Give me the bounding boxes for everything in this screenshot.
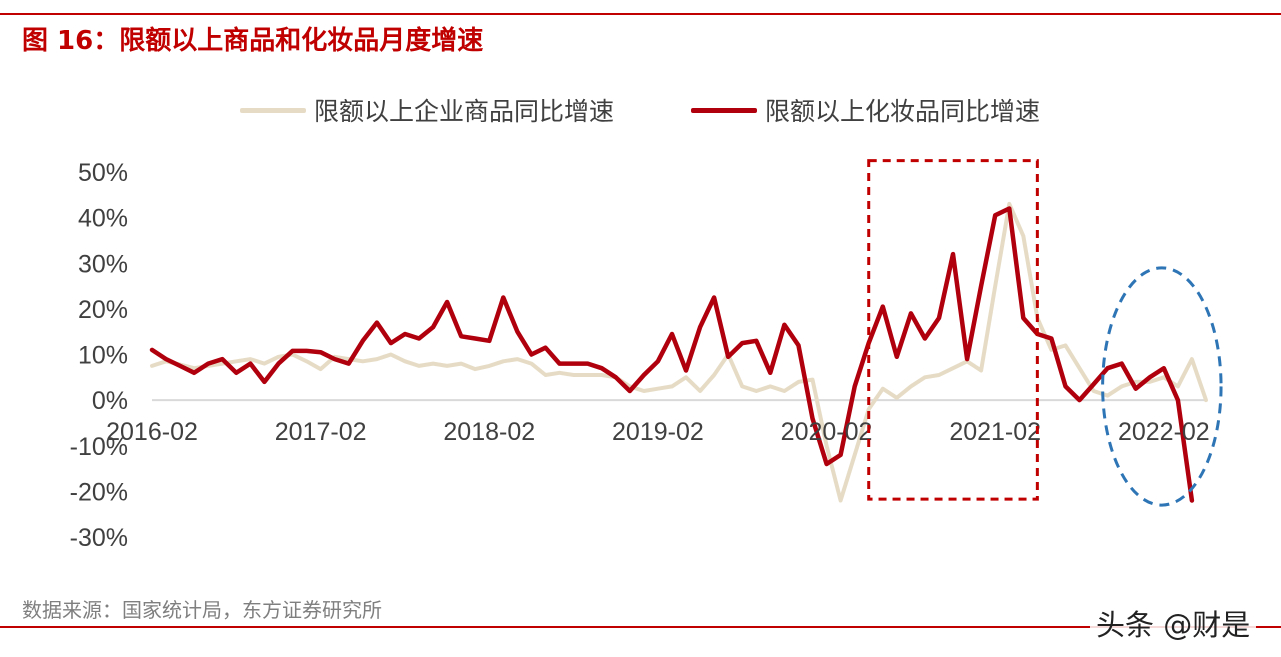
legend-swatch-cosmetics bbox=[691, 107, 757, 113]
x-tick-label: 2016-02 bbox=[106, 418, 198, 446]
x-axis-ticks: 2016-02 2017-02 2018-02 2019-02 2020-02 2021-… bbox=[106, 418, 1210, 446]
x-tick-label: 2020-02 bbox=[781, 418, 873, 446]
bottom-divider bbox=[0, 626, 1281, 628]
series-line-0 bbox=[150, 201, 1208, 503]
legend-item-cosmetics: 限额以上化妆品同比增速 bbox=[691, 92, 1040, 128]
x-tick-label: 2019-02 bbox=[612, 418, 704, 446]
top-divider bbox=[0, 13, 1281, 15]
y-tick-label: 20% bbox=[78, 296, 128, 324]
source-note: 数据来源：国家统计局，东方证券研究所 bbox=[22, 598, 382, 622]
y-tick-label: 40% bbox=[78, 205, 128, 233]
watermark: 头条 @财是 bbox=[1090, 602, 1257, 644]
series-lines bbox=[149, 201, 1208, 503]
chart-title: 图 16：限额以上商品和化妆品月度增速 bbox=[22, 26, 484, 56]
x-tick-label: 2022-02 bbox=[1118, 418, 1210, 446]
legend: 限额以上企业商品同比增速 限额以上化妆品同比增速 bbox=[0, 92, 1281, 132]
series-line-1 bbox=[149, 206, 1195, 503]
legend-item-total: 限额以上企业商品同比增速 bbox=[240, 92, 614, 128]
y-tick-label: -10% bbox=[70, 433, 128, 461]
y-axis-ticks: 50% 40% 30% 20% 10% 0% -10% -20% -30% bbox=[70, 159, 128, 552]
x-tick-label: 2018-02 bbox=[443, 418, 535, 446]
annotations bbox=[867, 159, 1223, 507]
legend-swatch-total bbox=[240, 107, 306, 113]
x-tick-label: 2017-02 bbox=[275, 418, 367, 446]
y-tick-label: -20% bbox=[70, 478, 128, 506]
y-tick-label: 30% bbox=[78, 250, 128, 278]
highlight-ellipse-2022 bbox=[1101, 266, 1223, 507]
highlight-box-2020-2021 bbox=[867, 159, 1039, 501]
y-tick-label: -30% bbox=[70, 524, 128, 552]
y-tick-label: 10% bbox=[78, 342, 128, 370]
y-tick-label: 50% bbox=[78, 159, 128, 187]
x-tick-label: 2021-02 bbox=[949, 418, 1041, 446]
y-tick-label: 0% bbox=[92, 387, 128, 415]
legend-label-cosmetics: 限额以上化妆品同比增速 bbox=[765, 97, 1041, 126]
legend-label-total: 限额以上企业商品同比增速 bbox=[314, 97, 615, 126]
